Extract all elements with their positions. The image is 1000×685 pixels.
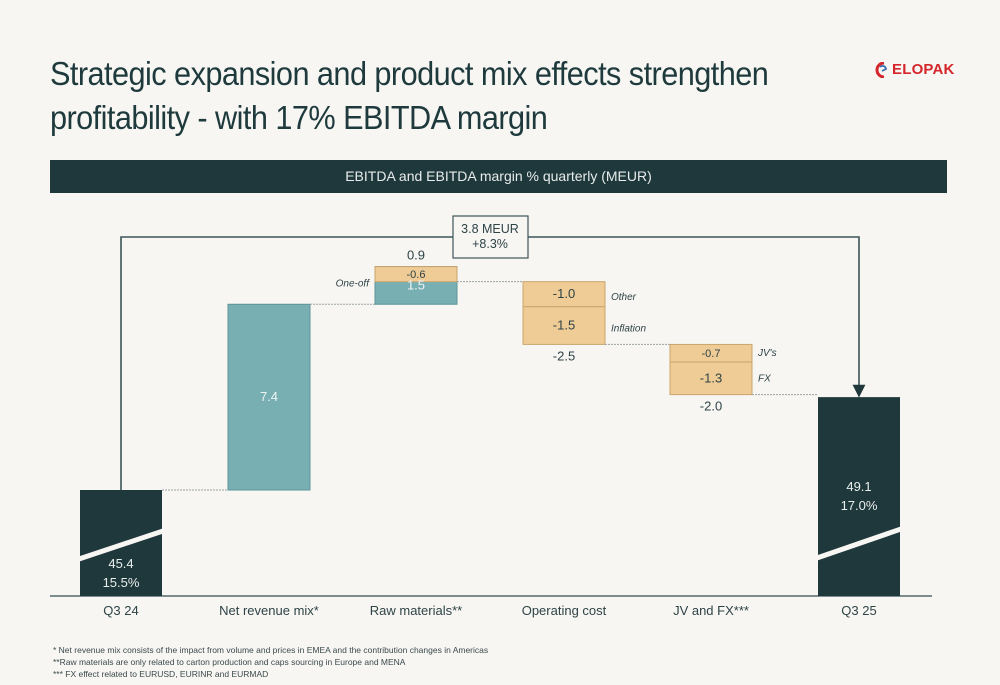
category-label: Operating cost bbox=[522, 603, 607, 618]
segment-tag: One-off bbox=[336, 279, 371, 290]
axis-break-end bbox=[813, 525, 905, 562]
title-line-2: profitability - with 17% EBITDA margin bbox=[50, 99, 548, 136]
change-annotation-pct: +8.3% bbox=[472, 237, 508, 251]
bar-q3-24-margin: 15.5% bbox=[103, 575, 140, 590]
bar-jv-and-fx-segment-2 bbox=[669, 361, 753, 396]
axis-break-start bbox=[75, 527, 167, 563]
bar-jv-and-fx-segment-1-label: -0.7 bbox=[702, 348, 721, 360]
bar-q3-24-value: 45.4 bbox=[108, 556, 133, 571]
title-line-1: Strategic expansion and product mix effe… bbox=[50, 55, 769, 92]
bar-q3-25 bbox=[818, 397, 900, 596]
category-label: Raw materials** bbox=[370, 603, 462, 618]
footnote-2: **Raw materials are only related to cart… bbox=[53, 657, 406, 667]
category-label: Net revenue mix* bbox=[219, 603, 319, 618]
segment-tag: Other bbox=[611, 292, 637, 303]
category-label: Q3 24 bbox=[103, 603, 138, 618]
elopak-logo-icon bbox=[875, 61, 887, 78]
change-annotation-box bbox=[452, 215, 529, 259]
chart-banner: EBITDA and EBITDA margin % quarterly (ME… bbox=[50, 160, 947, 193]
bar-operating-cost-segment-1-label: -1.0 bbox=[553, 286, 575, 301]
bar-operating-cost-total: -2.5 bbox=[553, 348, 575, 363]
category-label: JV and FX*** bbox=[673, 603, 749, 618]
company-logo: ELOPAK bbox=[875, 61, 955, 78]
bar-net-revenue-mix-segment-1-label: 7.4 bbox=[260, 389, 278, 404]
footnote-3: *** FX effect related to EURUSD, EURINR … bbox=[53, 669, 269, 679]
segment-tag: Inflation bbox=[611, 324, 646, 335]
segment-tag: FX bbox=[758, 373, 771, 384]
footnote-1: * Net revenue mix consists of the impact… bbox=[53, 645, 489, 655]
bar-q3-25-margin: 17.0% bbox=[841, 498, 878, 513]
bar-jv-and-fx-segment-2-label: -1.3 bbox=[700, 370, 722, 385]
bar-operating-cost-segment-2 bbox=[522, 306, 606, 345]
change-annotation-meur: 3.8 MEUR bbox=[461, 222, 519, 236]
bar-jv-and-fx-total: -2.0 bbox=[700, 399, 722, 414]
waterfall-chart: 45.4 15.5% 7.4 1.5 One-off -0.6 0.9 -1.0 Other -1… bbox=[50, 215, 932, 618]
page-title: Strategic expansion and product mix effe… bbox=[50, 52, 794, 140]
bar-raw-materials-segment-2 bbox=[374, 266, 458, 283]
bar-net-revenue-mix-segment-1 bbox=[227, 303, 311, 491]
bar-operating-cost-segment-2-label: -1.5 bbox=[553, 318, 575, 333]
segment-tag: JV's bbox=[757, 348, 777, 359]
bar-q3-25-value: 49.1 bbox=[846, 479, 871, 494]
logo-text: ELOPAK bbox=[892, 61, 955, 78]
bar-raw-materials-total: 0.9 bbox=[407, 248, 425, 263]
bar-raw-materials-segment-1-label: 1.5 bbox=[407, 277, 425, 292]
bar-raw-materials-segment-2-label: -0.6 bbox=[407, 269, 426, 281]
category-label: Q3 25 bbox=[841, 603, 876, 618]
